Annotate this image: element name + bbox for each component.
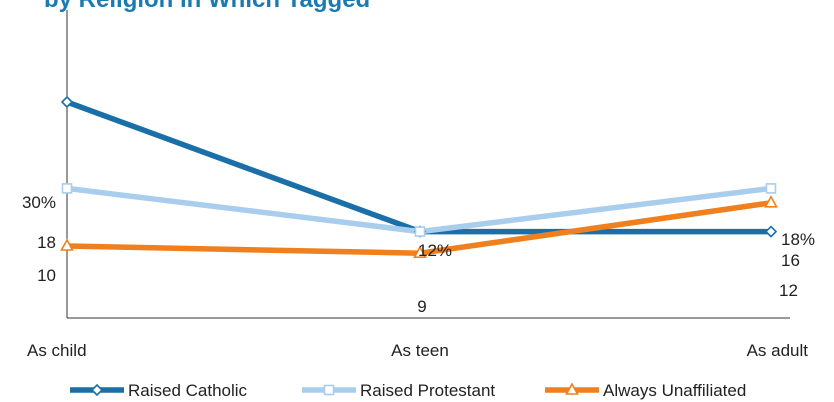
- data-label: 12: [779, 281, 798, 300]
- series-0-point-0: [60, 95, 74, 109]
- series-2-point-2: [764, 195, 778, 208]
- x-tick-label: As child: [27, 341, 87, 360]
- series-line-1: [66, 185, 772, 235]
- series-1-point-2: [765, 183, 777, 194]
- data-label: 18: [37, 233, 56, 252]
- series-markers: [60, 95, 778, 259]
- series-1-point-0: [61, 183, 73, 194]
- legend-label: Always Unaffiliated: [603, 381, 746, 400]
- legend-label: Raised Catholic: [128, 381, 248, 400]
- series-0-point-2: [764, 225, 778, 238]
- x-tick-label: As adult: [747, 341, 809, 360]
- axes: [66, 10, 790, 319]
- x-tick-label: As teen: [391, 341, 449, 360]
- legend-label: Raised Protestant: [360, 381, 495, 400]
- data-label: 12%: [418, 241, 452, 260]
- data-label: 18%: [781, 230, 815, 249]
- legend-marker-1: [323, 384, 335, 396]
- series-2-point-1: [413, 245, 427, 259]
- series-1-point-1: [414, 226, 426, 237]
- x-tick-labels: As child As teen As adult: [27, 341, 808, 360]
- data-label: 10: [37, 266, 56, 285]
- legend: Raised Catholic Raised Protestant Always U…: [70, 381, 746, 400]
- legend-marker-0: [90, 383, 104, 397]
- data-label: 9: [417, 297, 426, 316]
- data-labels: 30% 12 18 12% 18% 10 9 16: [22, 193, 815, 316]
- legend-marker-2: [565, 382, 579, 395]
- chart-title-fragment: by Religion in Which Tagged: [44, 0, 370, 12]
- series-2-point-0: [60, 238, 74, 251]
- data-label: 30%: [22, 193, 56, 212]
- series-line-0: [66, 99, 771, 235]
- data-label: 16: [781, 251, 800, 270]
